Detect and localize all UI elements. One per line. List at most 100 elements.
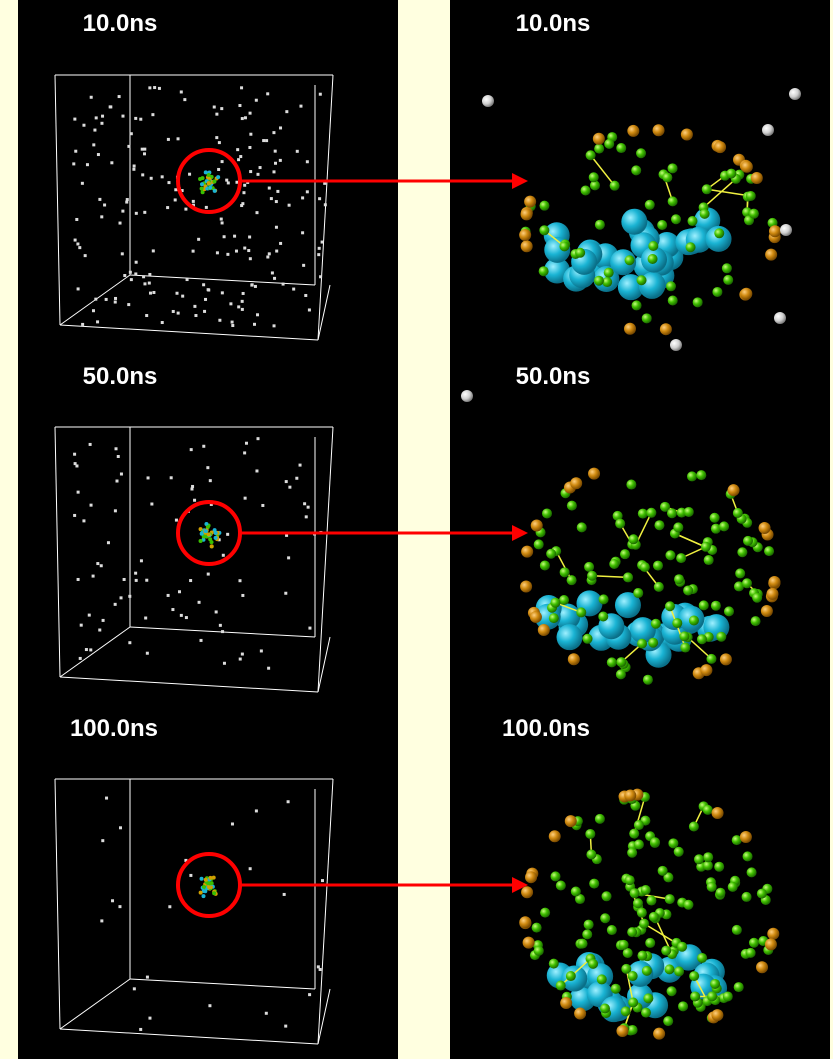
particle <box>205 206 208 209</box>
carbon-atom <box>703 852 713 862</box>
particle <box>247 249 250 252</box>
particle <box>223 235 226 238</box>
edge-atom <box>766 588 778 600</box>
carbon-atom <box>699 600 709 610</box>
particle <box>192 200 195 203</box>
particle <box>89 648 92 651</box>
particle <box>143 211 146 214</box>
carbon-atom <box>623 572 633 582</box>
carbon-atom <box>589 172 599 182</box>
edge-atom <box>756 961 768 973</box>
carbon-atom <box>625 875 635 885</box>
particle <box>229 302 232 305</box>
page: {"rows": [ {"left_label": "10.0ns", "rig… <box>0 0 833 1059</box>
carbon-atom <box>633 588 643 598</box>
particle <box>143 148 146 151</box>
carbon-atom <box>747 867 757 877</box>
particle <box>114 509 117 512</box>
particle <box>140 559 143 562</box>
carbon-atom <box>665 601 675 611</box>
particle <box>86 163 89 166</box>
edge-atom <box>519 916 531 928</box>
carbon-atom <box>626 480 636 490</box>
particle <box>98 198 101 201</box>
right-time-label: 50.0ns <box>516 363 591 390</box>
particle <box>274 150 277 153</box>
carbon-atom <box>672 618 682 628</box>
particle <box>127 303 130 306</box>
particle <box>240 204 243 207</box>
particle <box>241 117 244 120</box>
particle <box>82 519 85 522</box>
particle <box>174 188 177 191</box>
particle <box>82 124 85 127</box>
carbon-atom <box>706 654 716 664</box>
carbon-atom <box>687 216 697 226</box>
carbon-atom <box>576 607 586 617</box>
particle <box>105 298 108 301</box>
edge-atom <box>624 323 636 335</box>
carbon-atom <box>728 882 738 892</box>
carbon-atom <box>646 896 656 906</box>
particle <box>226 253 229 256</box>
particle <box>204 298 207 301</box>
particle <box>249 112 252 115</box>
particle <box>249 133 252 136</box>
carbon-atom <box>581 186 591 196</box>
particle <box>324 203 327 206</box>
cluster-dot <box>199 891 203 895</box>
particle <box>161 321 164 324</box>
particle <box>109 105 112 108</box>
carbon-atom <box>550 871 560 881</box>
particle <box>103 203 106 206</box>
edge-atom <box>761 605 773 617</box>
carbon-atom <box>724 606 734 616</box>
particle <box>319 968 322 971</box>
carbon-atom <box>560 567 570 577</box>
carbon-atom <box>604 139 614 149</box>
carbon-atom <box>587 571 597 581</box>
particle <box>276 190 279 193</box>
carbon-atom <box>610 181 620 191</box>
particle <box>279 159 282 162</box>
cluster-dot <box>216 175 220 179</box>
carbon-atom <box>634 820 644 830</box>
cluster-dot <box>200 532 204 536</box>
carbon-atom <box>571 886 581 896</box>
carbon-atom <box>556 880 566 890</box>
carbon-atom <box>559 595 569 605</box>
particle <box>299 105 302 108</box>
particle <box>102 619 105 622</box>
carbon-atom <box>643 675 653 685</box>
carbon-atom <box>607 657 617 667</box>
particle <box>259 166 262 169</box>
cluster-dot <box>201 894 205 898</box>
carbon-atom <box>693 297 703 307</box>
particle <box>217 168 220 171</box>
particle <box>101 839 104 842</box>
edge-atom <box>765 938 777 950</box>
particle <box>256 313 259 316</box>
particle <box>317 253 320 256</box>
particle <box>306 190 309 193</box>
particle <box>242 191 245 194</box>
particle <box>73 453 76 456</box>
particle <box>127 145 130 148</box>
particle <box>90 96 93 99</box>
particle <box>213 106 216 109</box>
particle <box>190 448 193 451</box>
carbon-atom <box>641 885 651 895</box>
particle <box>237 158 240 161</box>
particle <box>119 222 122 225</box>
edge-atom <box>711 1009 723 1021</box>
particle <box>130 132 133 135</box>
carbon-atom <box>628 998 638 1008</box>
particle <box>242 292 245 295</box>
edge-atom <box>653 124 665 136</box>
carbon-atom <box>646 508 656 518</box>
cluster-dot <box>213 189 217 193</box>
particle <box>287 800 290 803</box>
particle <box>215 610 218 613</box>
carbon-atom <box>621 1006 631 1016</box>
particle <box>279 126 282 129</box>
